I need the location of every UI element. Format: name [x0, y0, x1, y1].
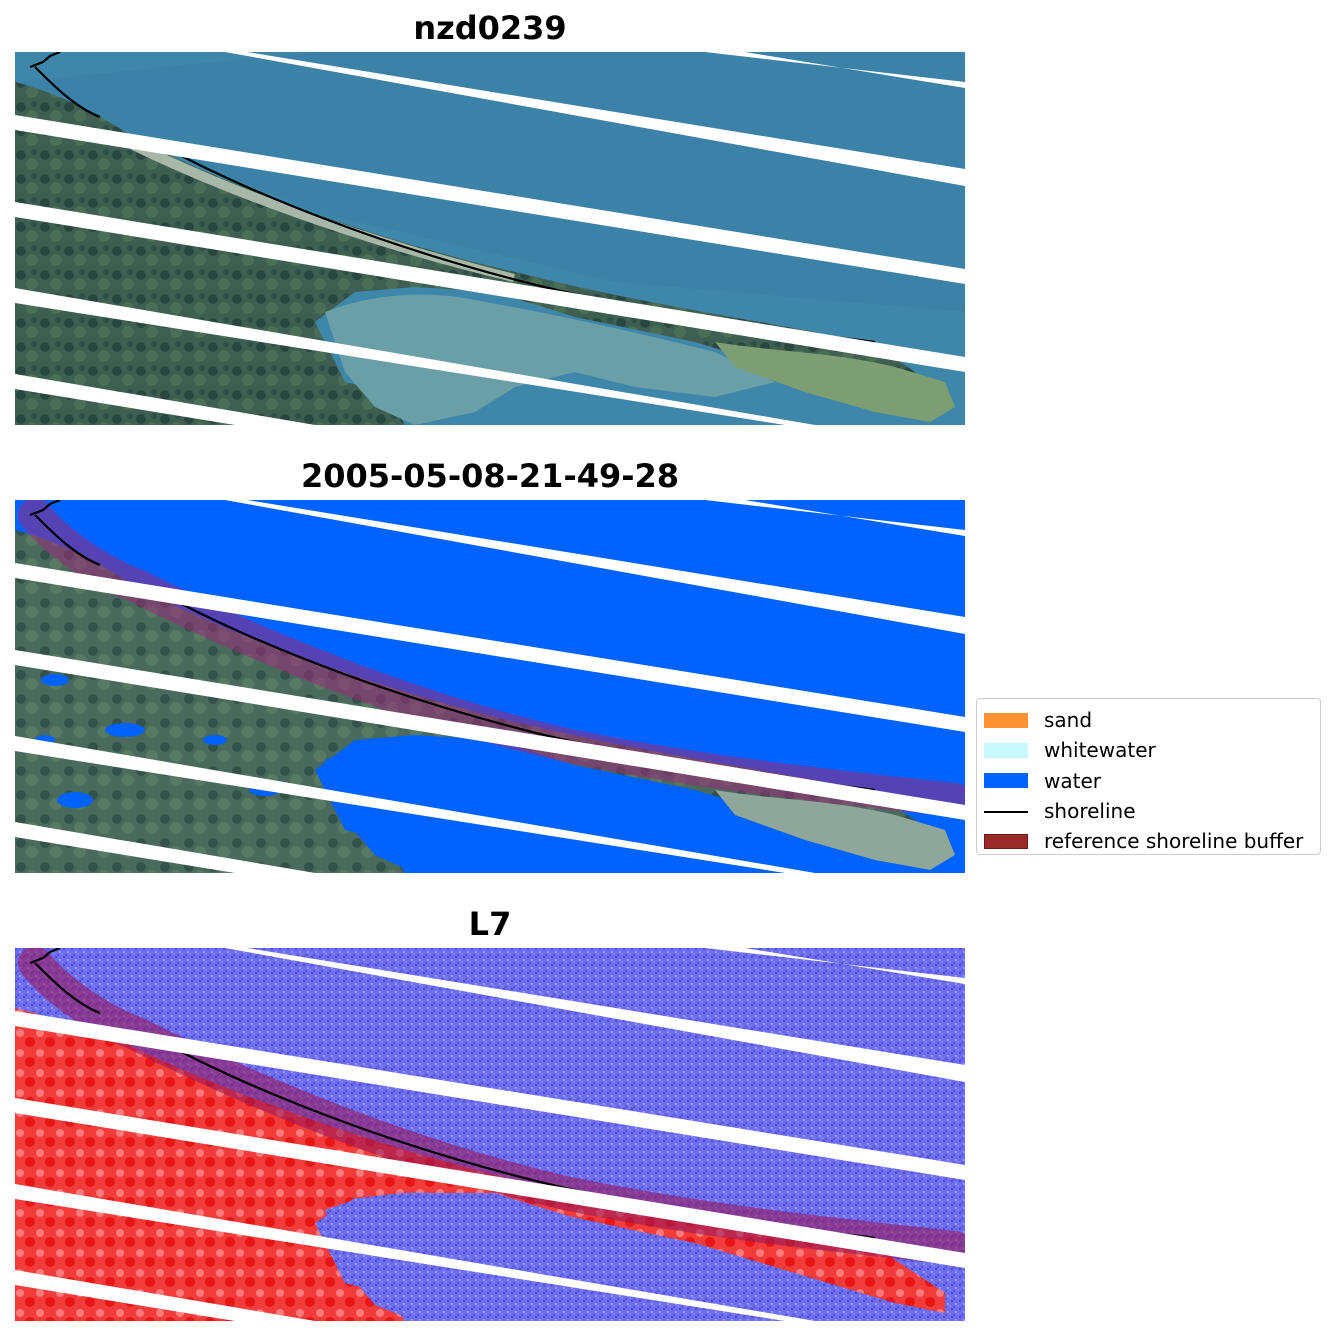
legend-label: reference shoreline buffer	[1044, 829, 1304, 854]
legend: sand whitewater water shoreline referenc…	[976, 698, 1321, 855]
legend-label: sand	[1044, 708, 1093, 733]
whitewater-swatch	[984, 742, 1028, 758]
legend-label: whitewater	[1044, 738, 1156, 763]
panel-title-index: L7	[468, 905, 512, 943]
legend-item-whitewater: whitewater	[983, 735, 1314, 765]
panel-title-rgb: nzd0239	[413, 9, 567, 47]
satellite-rgb-image	[15, 52, 965, 425]
shoreline-line-swatch	[984, 804, 1028, 819]
panel-title-classified: 2005-05-08-21-49-28	[300, 457, 680, 495]
legend-item-shoreline: shoreline	[983, 796, 1314, 826]
legend-item-reference-buffer: reference shoreline buffer	[983, 826, 1314, 856]
legend-label: shoreline	[1044, 799, 1136, 824]
legend-item-water: water	[983, 766, 1314, 796]
index-image	[15, 948, 965, 1321]
legend-label: water	[1044, 768, 1101, 793]
reference-buffer-swatch	[984, 833, 1028, 849]
classified-image	[15, 500, 965, 873]
legend-item-sand: sand	[983, 705, 1314, 735]
sand-swatch	[984, 712, 1028, 728]
water-swatch	[984, 773, 1028, 789]
